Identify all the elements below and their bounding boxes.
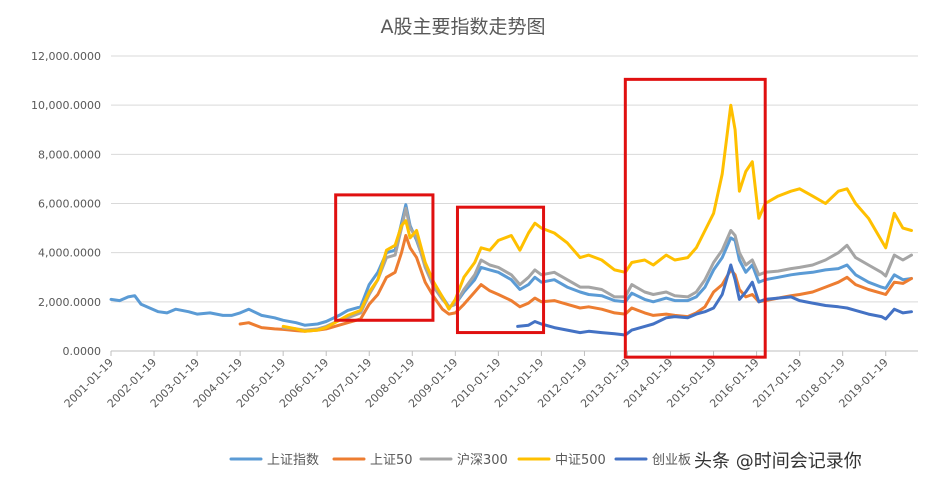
x-axis-ticks: 2001-01-192002-01-192003-01-192004-01-19… [62,351,891,410]
highlight-boxes [334,77,767,359]
y-tick-label: 8,000.0000 [38,148,101,161]
legend-label: 创业板 [652,453,691,468]
y-tick-label: 2,000.0000 [38,296,101,309]
y-tick-label: 12,000.0000 [31,50,101,63]
series-line-2 [281,206,913,332]
y-axis-ticks: 0.0000 2,000.0000 4,000.0000 6,000.0000 8,00… [31,50,101,358]
legend-label: 中证500 [555,453,606,468]
highlight-box-0 [334,193,435,322]
watermark: 头条 @时间会记录你 [694,451,862,472]
legend-label: 上证指数 [267,453,319,468]
y-tick-label: 10,000.0000 [31,99,101,112]
legend-label: 上证50 [370,453,413,468]
y-tick-label: 0.0000 [63,345,102,358]
series-line-4 [516,263,913,337]
series-line-0 [109,203,913,327]
y-tick-label: 4,000.0000 [38,247,101,260]
series-line-3 [281,103,913,333]
highlight-box-1 [455,205,546,335]
series-lines [109,103,913,337]
legend-label: 沪深300 [457,452,508,468]
highlight-box-2 [623,77,767,359]
legend: 上证指数 上证50 沪深300 中证500 创业板 [229,452,691,468]
gridlines [111,55,918,352]
y-tick-label: 6,000.0000 [38,198,101,211]
chart-title: A股主要指数走势图 [381,16,546,38]
